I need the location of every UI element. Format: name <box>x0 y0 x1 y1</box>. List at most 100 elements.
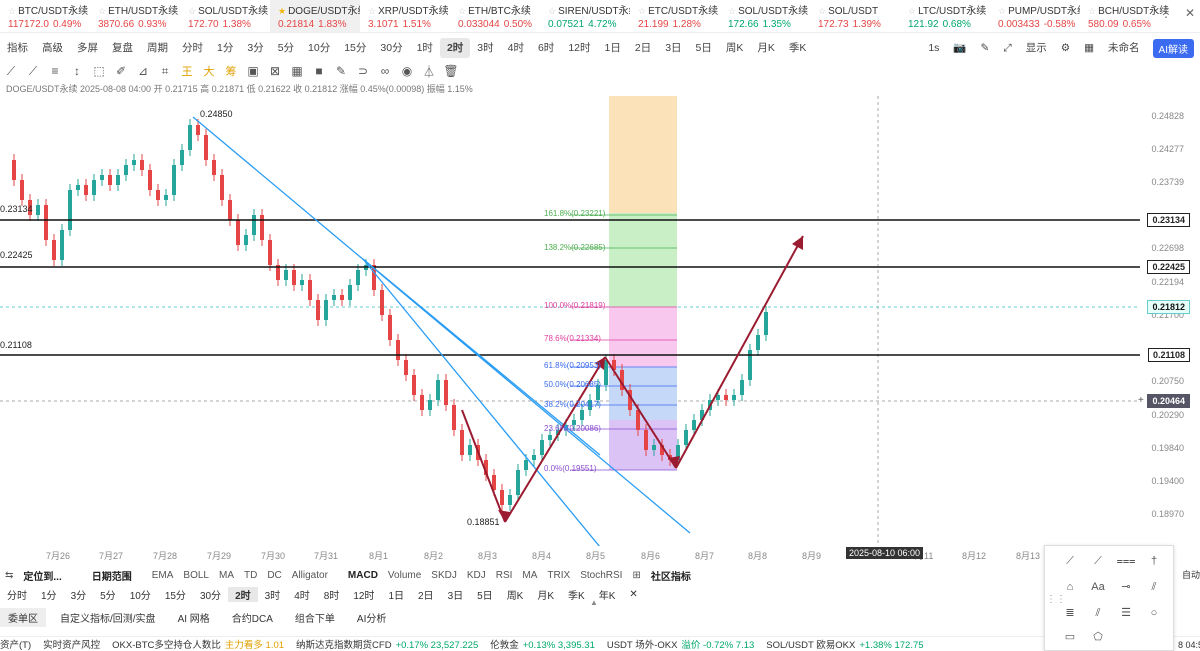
collapse-icon[interactable]: ▲ <box>590 598 598 607</box>
menu-icon[interactable]: ☰ <box>1121 607 1131 619</box>
toolbar-item-4[interactable]: 周期 <box>147 42 168 54</box>
timeframe-15[interactable]: 5日 <box>477 590 493 602</box>
close-icon[interactable]: ✕ <box>1185 6 1196 20</box>
unnamed-layout-button[interactable]: 未命名 <box>1108 42 1140 54</box>
tab-4[interactable]: 组合下单 <box>294 613 335 625</box>
toolbar-item-20[interactable]: 3日 <box>665 42 682 54</box>
vline-icon[interactable]: † <box>1150 555 1158 567</box>
timeframe-6[interactable]: 30分 <box>199 590 222 602</box>
toolbar-item-2[interactable]: 多屏 <box>77 42 98 54</box>
camera-icon[interactable]: 📷 <box>953 42 967 54</box>
toolbar-item-9[interactable]: 10分 <box>308 42 331 54</box>
chou-tool[interactable]: 筹 <box>225 66 237 78</box>
timeframe-7[interactable]: 2时 <box>228 586 258 602</box>
da-tool[interactable]: 大 <box>203 66 215 78</box>
timeframe-1[interactable]: 1分 <box>41 590 57 602</box>
toolbar-item-15[interactable]: 4时 <box>507 42 524 54</box>
timeframe-9[interactable]: 4时 <box>294 590 310 602</box>
polygon-icon[interactable]: ⬠ <box>1093 631 1103 643</box>
rect-icon[interactable]: ▭ <box>1064 631 1076 643</box>
cross-icon[interactable]: ⫽ <box>1151 581 1157 593</box>
toolbar-item-13[interactable]: 2时 <box>439 38 471 58</box>
sub-indicator-7[interactable]: StochRSI <box>580 569 623 581</box>
timeframe-3[interactable]: 5分 <box>100 590 116 602</box>
toolbar-item-7[interactable]: 3分 <box>247 42 264 54</box>
toolbar-item-19[interactable]: 2日 <box>634 42 652 54</box>
filter-tool-icon[interactable]: ⏃ <box>422 64 435 79</box>
toolbar-item-14[interactable]: 3时 <box>477 42 494 54</box>
circle-icon[interactable]: ○ <box>1150 607 1158 619</box>
toolbar-item-8[interactable]: 5分 <box>277 42 295 54</box>
edit-icon[interactable]: ✎ <box>980 42 990 54</box>
measure-tool-icon[interactable]: ⊿ <box>137 64 149 78</box>
vertical-line-icon[interactable]: ↕ <box>74 64 80 78</box>
parallel-tool-icon[interactable]: ≡ <box>51 64 59 78</box>
fib-icon[interactable]: ≣ <box>1065 607 1075 619</box>
interval-label[interactable]: 1s <box>928 42 940 54</box>
timeframe-12[interactable]: 1日 <box>388 590 404 602</box>
link-tool-icon[interactable]: ∞ <box>380 64 390 78</box>
more-icon[interactable]: ⋮ <box>1160 6 1172 20</box>
display-button[interactable]: 显示 <box>1025 42 1047 54</box>
channel-icon[interactable]: ⩶ <box>1116 555 1136 567</box>
status-item-5[interactable]: USDT 场外-OKX 溢价 -0.72% 7.13 <box>607 637 754 651</box>
hline-icon[interactable]: ⊸ <box>1121 581 1131 593</box>
status-item-3[interactable]: 纳斯达克指数期货CFD +0.17% 23,527.225 <box>296 637 478 651</box>
toolbar-item-10[interactable]: 15分 <box>344 42 367 54</box>
layout-icon[interactable]: ▦ <box>1084 42 1095 54</box>
ai-interpret-button[interactable]: AI解读 <box>1152 38 1194 58</box>
timeframe-17[interactable]: 月K <box>537 590 555 602</box>
status-item-6[interactable]: SOL/USDT 欧易OKX +1.38% 172.75 <box>766 637 923 651</box>
timeframe-16[interactable]: 周K <box>506 590 524 602</box>
toolbar-item-0[interactable]: 指标 <box>7 42 28 54</box>
main-indicator-1[interactable]: BOLL <box>183 569 209 581</box>
main-indicator-4[interactable]: DC <box>267 569 282 581</box>
main-indicator-3[interactable]: TD <box>243 569 258 581</box>
tab-2[interactable]: AI 网格 <box>177 613 210 625</box>
line-tool-icon[interactable]: ⟋ <box>6 63 16 78</box>
cursor-tool-icon[interactable]: ■ <box>315 64 323 78</box>
pattern-icon[interactable]: ⌂ <box>1066 581 1074 593</box>
close-icon[interactable]: ✕ <box>629 588 638 600</box>
locate-icon[interactable]: ⇆ <box>5 569 14 581</box>
parallel-icon[interactable]: ⫽ <box>1095 607 1101 619</box>
timeframe-19[interactable]: 年K <box>598 590 616 602</box>
date-range-button[interactable]: 日期范围 <box>91 571 132 583</box>
pen-tool-icon[interactable]: ✎ <box>335 64 347 78</box>
trendline-icon[interactable]: ⟋ <box>1066 555 1074 567</box>
drag-handle-icon[interactable]: ⋮⋮ <box>1046 594 1066 605</box>
toolbar-item-3[interactable]: 复盘 <box>112 42 133 54</box>
ray-icon[interactable]: ⟋ <box>1094 555 1102 567</box>
zoom-icon[interactable]: ⤢ <box>1003 42 1012 54</box>
status-item-2[interactable]: OKX-BTC多空持仓人数比 主力看多 1.01 <box>112 637 284 651</box>
price-chart[interactable] <box>0 96 1200 546</box>
text-icon[interactable]: Aa <box>1091 581 1105 593</box>
main-indicator-5[interactable]: Alligator <box>291 569 328 581</box>
timeframe-10[interactable]: 8时 <box>323 590 340 602</box>
timeframe-5[interactable]: 15分 <box>164 590 186 602</box>
sub-indicator-0[interactable]: MACD <box>347 569 378 581</box>
auto-scale-button[interactable]: 自动 <box>1181 570 1200 580</box>
toolbar-item-11[interactable]: 30分 <box>380 42 403 54</box>
brush-tool-icon[interactable]: ✐ <box>115 64 127 78</box>
locate-button[interactable]: 定位到... <box>23 571 62 583</box>
toolbar-item-5[interactable]: 分时 <box>182 42 203 54</box>
community-indicators-button[interactable]: 社区指标 <box>650 571 691 583</box>
toolbar-item-17[interactable]: 12时 <box>568 42 591 54</box>
timeframe-8[interactable]: 3时 <box>264 590 281 602</box>
grid-tool-icon[interactable]: ▦ <box>291 64 303 78</box>
timeframe-0[interactable]: 分时 <box>7 590 27 602</box>
timeframe-11[interactable]: 12时 <box>353 590 375 602</box>
toolbar-item-16[interactable]: 6时 <box>537 42 555 54</box>
toolbar-item-24[interactable]: 季K <box>788 42 807 54</box>
timeframe-4[interactable]: 10分 <box>129 590 151 602</box>
image-tool-icon[interactable]: ▣ <box>247 64 259 78</box>
timeframe-2[interactable]: 3分 <box>70 590 87 602</box>
toolbar-item-21[interactable]: 5日 <box>695 42 712 54</box>
